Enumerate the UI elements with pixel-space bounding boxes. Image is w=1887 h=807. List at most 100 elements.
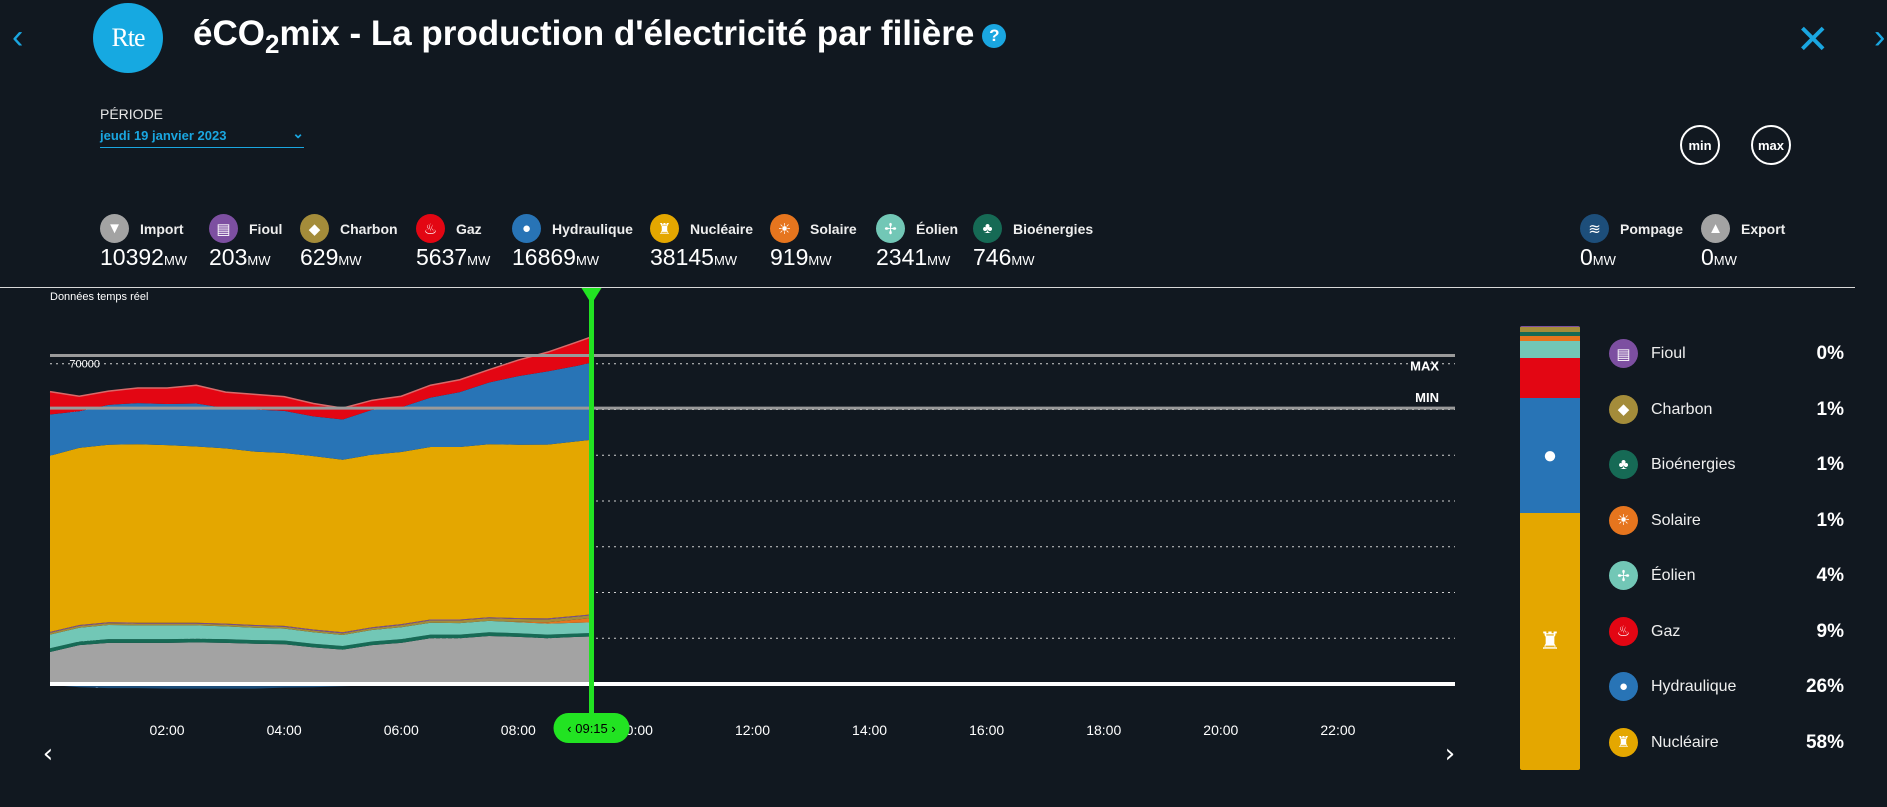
x-tick-label: 08:00 <box>501 722 536 738</box>
waves-icon: ≋ <box>1580 214 1609 243</box>
period-select[interactable]: jeudi 19 janvier 2023 ⌄ <box>100 125 304 148</box>
chart-next-arrow-icon[interactable]: › <box>1445 739 1455 769</box>
max-button[interactable]: max <box>1751 125 1791 165</box>
barrel-icon: ▤ <box>209 214 238 243</box>
title-suffix: mix - La production d'électricité par fi… <box>279 14 975 53</box>
barrel-icon: ▤ <box>1609 339 1638 368</box>
x-tick-label: 22:00 <box>1320 722 1355 738</box>
chart-prev-arrow-icon[interactable]: ‹ <box>43 739 53 769</box>
logo-text: Rte <box>111 23 145 52</box>
back-arrow-icon[interactable]: ‹ <box>12 18 24 56</box>
close-icon[interactable]: ✕ <box>1796 18 1830 62</box>
flame-icon: ♨ <box>1609 616 1638 646</box>
mix-legend-row: ● Hydraulique 26% <box>1609 667 1844 707</box>
arrow-down-icon: ▼ <box>100 214 129 243</box>
source-value: 38145MW <box>650 244 737 271</box>
source-value: 5637MW <box>416 244 490 271</box>
area-import <box>50 635 592 684</box>
source-value-number: 16869 <box>512 244 576 270</box>
source-name: Import <box>140 221 184 237</box>
arrow-up-icon: ▲ <box>1701 214 1730 243</box>
mix-segment-hydraulique: ● <box>1520 398 1580 514</box>
sprout-icon: ♣ <box>1609 450 1638 479</box>
time-cursor-handle[interactable] <box>553 713 630 743</box>
source-value: 746MW <box>973 244 1034 271</box>
source-unit: MW <box>163 253 188 268</box>
source-value: 10392MW <box>100 244 187 271</box>
mix-segment-charbon <box>1520 327 1580 332</box>
mix-segment-nucléaire: ♜ <box>1520 513 1580 770</box>
rte-logo: Rte <box>93 3 163 73</box>
mix-legend-name: Nucléaire <box>1651 733 1719 751</box>
source-value-number: 629 <box>300 244 339 270</box>
source-unit: MW <box>338 253 362 268</box>
water-drop-icon: ● <box>512 214 541 243</box>
mix-legend-percent: 1% <box>1816 509 1844 531</box>
total-line <box>49 336 592 409</box>
time-cursor-head[interactable] <box>581 288 602 304</box>
page-title: éCO2mix - La production d'électricité pa… <box>193 14 1007 60</box>
wind-turbine-icon: ✢ <box>876 214 905 243</box>
mix-legend-row: ♣ Bioénergies 1% <box>1609 445 1844 485</box>
source-name: Bioénergies <box>1013 221 1094 237</box>
mix-legend-percent: 1% <box>1816 454 1844 475</box>
forward-arrow-icon[interactable]: › <box>1874 18 1886 56</box>
mix-segment-solaire <box>1520 336 1580 341</box>
mix-legend-row: ♜ Nucléaire 58% <box>1609 723 1844 763</box>
divider <box>0 287 1855 288</box>
source-value: 919MW <box>770 244 831 271</box>
source-unit: MW <box>927 253 951 268</box>
mix-legend-name: Solaire <box>1651 511 1701 529</box>
source-unit: MW <box>808 253 832 268</box>
source-value-number: 919 <box>770 244 809 270</box>
sun-icon: ☀ <box>1609 505 1638 535</box>
source-value-number: 746 <box>973 244 1012 270</box>
mix-legend-percent: 1% <box>1816 398 1844 420</box>
source-value: 16869MW <box>512 244 599 271</box>
sun-icon: ☀ <box>770 214 799 243</box>
mix-legend-name: Hydraulique <box>1651 678 1737 695</box>
x-tick-label: 12:00 <box>735 722 770 738</box>
mix-segment-éolien <box>1520 340 1580 359</box>
water-drop-icon: ● <box>1609 672 1638 701</box>
mix-legend-row: ◆ Charbon 1% <box>1609 390 1844 430</box>
chevron-down-icon: ⌄ <box>292 125 304 141</box>
mix-segment-gaz <box>1520 358 1580 399</box>
area-hydraulique <box>50 362 592 460</box>
source-value-number: 2341 <box>876 244 928 270</box>
area-gaz <box>50 336 592 420</box>
mix-legend-name: Charbon <box>1651 400 1713 418</box>
production-area-chart[interactable]: 010000200003000040000500006000070000MAXM… <box>0 280 1500 780</box>
mix-legend-percent: 26% <box>1805 676 1844 697</box>
source-name: Solaire <box>810 221 857 237</box>
x-tick-label: 20:00 <box>1203 722 1238 738</box>
source-unit: MW <box>1713 253 1737 268</box>
help-icon[interactable]: ? <box>982 23 1007 48</box>
sprout-icon: ♣ <box>973 214 1002 243</box>
mix-segment-bioénergies <box>1520 331 1580 337</box>
source-value-number: 0 <box>1580 244 1593 270</box>
mix-stacked-bar: ● ♜ <box>1520 326 1580 770</box>
coal-icon: ◆ <box>1609 394 1638 424</box>
source-unit: MW <box>247 253 271 268</box>
mix-legend-name: Gaz <box>1651 622 1681 640</box>
time-cursor-label: ‹ 09:15 › <box>567 721 615 736</box>
min-button[interactable]: min <box>1680 125 1720 165</box>
period-label: PÉRIODE <box>100 106 164 122</box>
nuclear-icon: ♜ <box>650 214 679 243</box>
x-tick-label: 16:00 <box>969 722 1004 738</box>
source-name: Fioul <box>249 221 283 237</box>
source-value: 0MW <box>1580 244 1616 271</box>
area-éolien <box>50 620 592 649</box>
max-line-label: MAX <box>1410 358 1439 373</box>
x-tick-label: 04:00 <box>267 722 302 738</box>
source-name: Hydraulique <box>552 221 633 237</box>
source-value: 629MW <box>300 244 361 271</box>
wind-turbine-icon: ✢ <box>1609 561 1638 590</box>
flame-icon: ♨ <box>416 214 445 243</box>
min-line-label: MIN <box>1415 390 1439 405</box>
mix-legend-name: Éolien <box>1651 567 1696 584</box>
source-unit: MW <box>467 253 491 268</box>
source-value: 203MW <box>209 244 270 271</box>
source-name: Gaz <box>456 221 482 237</box>
